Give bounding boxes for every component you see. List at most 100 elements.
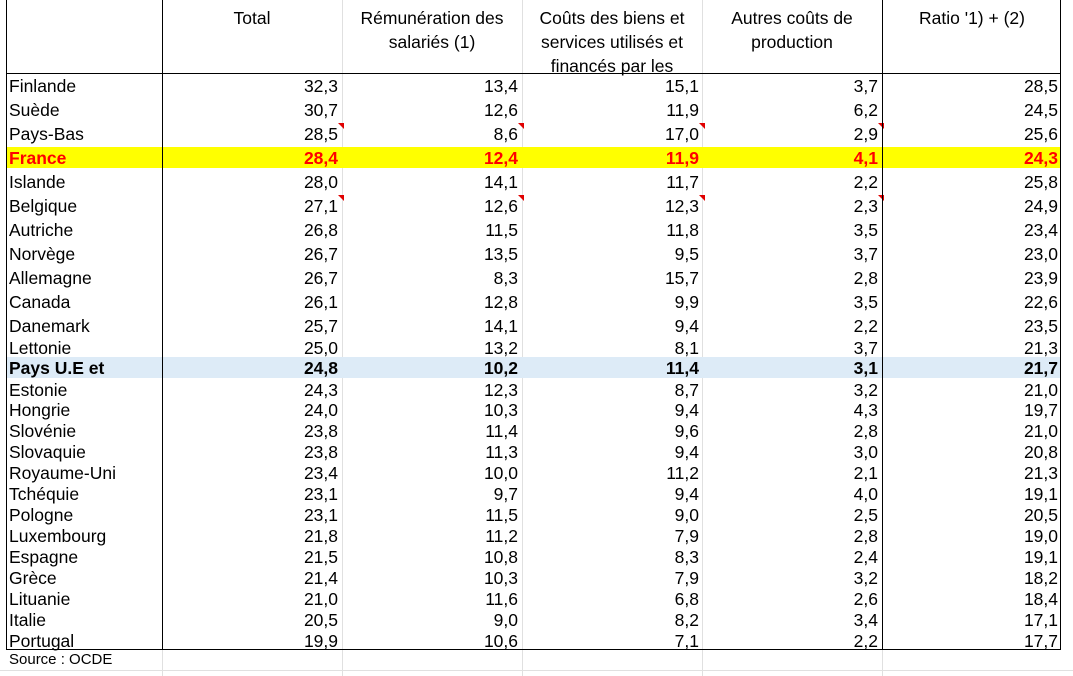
country-cell[interactable]: Pays-Bas	[9, 124, 84, 144]
value-cell-total[interactable]: 32,3	[303, 76, 338, 96]
value-cell-couts-biens[interactable]: 9,4	[674, 442, 699, 462]
value-cell-remuneration[interactable]: 10,2	[483, 358, 518, 378]
value-cell-ratio[interactable]: 19,7	[1023, 400, 1058, 420]
value-cell-autres-couts[interactable]: 2,8	[853, 268, 878, 288]
country-cell[interactable]: Pays U.E et	[9, 358, 105, 378]
country-cell[interactable]: Espagne	[9, 547, 79, 567]
value-cell-autres-couts[interactable]: 2,1	[853, 463, 878, 483]
value-cell-couts-biens[interactable]: 15,7	[664, 268, 699, 288]
value-cell-total[interactable]: 21,0	[303, 589, 338, 609]
value-cell-autres-couts[interactable]: 3,7	[853, 338, 878, 358]
value-cell-autres-couts[interactable]: 4,1	[853, 148, 878, 168]
country-cell[interactable]: Allemagne	[9, 268, 92, 288]
value-cell-couts-biens[interactable]: 11,9	[666, 100, 699, 120]
value-cell-couts-biens[interactable]: 6,8	[674, 589, 699, 609]
value-cell-couts-biens[interactable]: 7,1	[674, 631, 699, 651]
value-cell-autres-couts[interactable]: 3,7	[853, 244, 878, 264]
value-cell-couts-biens[interactable]: 11,7	[666, 172, 699, 192]
value-cell-total[interactable]: 26,7	[303, 268, 338, 288]
country-cell[interactable]: Slovaquie	[9, 442, 86, 462]
value-cell-total[interactable]: 30,7	[303, 100, 338, 120]
value-cell-ratio[interactable]: 20,8	[1023, 442, 1058, 462]
value-cell-remuneration[interactable]: 13,2	[483, 338, 518, 358]
value-cell-remuneration[interactable]: 9,0	[493, 610, 518, 630]
value-cell-ratio[interactable]: 28,5	[1023, 76, 1058, 96]
country-cell[interactable]: Lettonie	[9, 338, 72, 358]
value-cell-remuneration[interactable]: 10,6	[483, 631, 518, 651]
value-cell-couts-biens[interactable]: 9,5	[674, 244, 699, 264]
value-cell-remuneration[interactable]: 10,0	[483, 463, 518, 483]
country-cell[interactable]: France	[9, 148, 67, 168]
value-cell-total[interactable]: 19,9	[303, 631, 338, 651]
value-cell-couts-biens[interactable]: 17,0	[664, 124, 699, 144]
value-cell-ratio[interactable]: 18,2	[1023, 568, 1058, 588]
value-cell-autres-couts[interactable]: 2,8	[853, 421, 878, 441]
value-cell-couts-biens[interactable]: 11,4	[665, 358, 699, 378]
value-cell-couts-biens[interactable]: 8,1	[674, 338, 699, 358]
value-cell-autres-couts[interactable]: 4,3	[853, 400, 878, 420]
value-cell-autres-couts[interactable]: 3,2	[853, 380, 878, 400]
value-cell-ratio[interactable]: 20,5	[1023, 505, 1058, 525]
country-cell[interactable]: Lituanie	[9, 589, 71, 609]
value-cell-ratio[interactable]: 21,7	[1023, 358, 1058, 378]
country-cell[interactable]: Royaume-Uni	[9, 463, 116, 483]
value-cell-total[interactable]: 23,4	[303, 463, 338, 483]
value-cell-couts-biens[interactable]: 9,0	[674, 505, 699, 525]
value-cell-remuneration[interactable]: 14,1	[483, 316, 518, 336]
country-cell[interactable]: Suède	[9, 100, 60, 120]
value-cell-ratio[interactable]: 23,4	[1023, 220, 1058, 240]
value-cell-ratio[interactable]: 24,9	[1023, 196, 1058, 216]
value-cell-total[interactable]: 25,7	[303, 316, 338, 336]
comment-indicator-icon[interactable]	[699, 195, 705, 201]
value-cell-ratio[interactable]: 22,6	[1023, 292, 1058, 312]
country-cell[interactable]: Tchéquie	[9, 484, 80, 504]
value-cell-total[interactable]: 25,0	[303, 338, 338, 358]
value-cell-ratio[interactable]: 24,5	[1023, 100, 1058, 120]
value-cell-autres-couts[interactable]: 2,4	[853, 547, 878, 567]
value-cell-autres-couts[interactable]: 2,8	[853, 526, 878, 546]
value-cell-ratio[interactable]: 21,3	[1023, 338, 1058, 358]
value-cell-autres-couts[interactable]: 3,1	[853, 358, 878, 378]
value-cell-total[interactable]: 27,1	[303, 196, 338, 216]
value-cell-autres-couts[interactable]: 2,3	[853, 196, 878, 216]
value-cell-ratio[interactable]: 23,0	[1023, 244, 1058, 264]
value-cell-ratio[interactable]: 21,0	[1023, 421, 1058, 441]
value-cell-remuneration[interactable]: 12,8	[483, 292, 518, 312]
value-cell-couts-biens[interactable]: 7,9	[674, 568, 699, 588]
value-cell-couts-biens[interactable]: 9,4	[674, 316, 699, 336]
value-cell-total[interactable]: 23,8	[303, 442, 338, 462]
value-cell-couts-biens[interactable]: 11,9	[665, 148, 699, 168]
value-cell-ratio[interactable]: 23,9	[1023, 268, 1058, 288]
value-cell-autres-couts[interactable]: 2,2	[853, 172, 878, 192]
value-cell-autres-couts[interactable]: 2,9	[853, 124, 878, 144]
comment-indicator-icon[interactable]	[878, 123, 884, 129]
value-cell-ratio[interactable]: 17,1	[1023, 610, 1058, 630]
value-cell-remuneration[interactable]: 10,3	[483, 400, 518, 420]
value-cell-remuneration[interactable]: 12,6	[483, 196, 518, 216]
value-cell-remuneration[interactable]: 12,4	[483, 148, 518, 168]
country-cell[interactable]: Pologne	[9, 505, 74, 525]
value-cell-remuneration[interactable]: 13,4	[483, 76, 518, 96]
country-cell[interactable]: Canada	[9, 292, 71, 312]
value-cell-autres-couts[interactable]: 3,5	[853, 220, 878, 240]
value-cell-couts-biens[interactable]: 8,7	[674, 380, 699, 400]
value-cell-ratio[interactable]: 21,0	[1023, 380, 1058, 400]
value-cell-total[interactable]: 28,0	[303, 172, 338, 192]
value-cell-autres-couts[interactable]: 4,0	[853, 484, 878, 504]
value-cell-total[interactable]: 21,4	[303, 568, 338, 588]
value-cell-couts-biens[interactable]: 7,9	[674, 526, 699, 546]
value-cell-remuneration[interactable]: 11,4	[485, 421, 518, 441]
value-cell-remuneration[interactable]: 11,3	[485, 442, 518, 462]
comment-indicator-icon[interactable]	[338, 195, 344, 201]
value-cell-remuneration[interactable]: 12,6	[483, 100, 518, 120]
value-cell-remuneration[interactable]: 11,5	[485, 220, 518, 240]
value-cell-autres-couts[interactable]: 2,2	[853, 631, 878, 651]
value-cell-autres-couts[interactable]: 3,5	[853, 292, 878, 312]
country-cell[interactable]: Hongrie	[9, 400, 71, 420]
country-cell[interactable]: Norvège	[9, 244, 76, 264]
value-cell-autres-couts[interactable]: 3,7	[853, 76, 878, 96]
value-cell-autres-couts[interactable]: 3,2	[853, 568, 878, 588]
value-cell-total[interactable]: 28,5	[303, 124, 338, 144]
value-cell-couts-biens[interactable]: 15,1	[664, 76, 699, 96]
comment-indicator-icon[interactable]	[518, 123, 524, 129]
